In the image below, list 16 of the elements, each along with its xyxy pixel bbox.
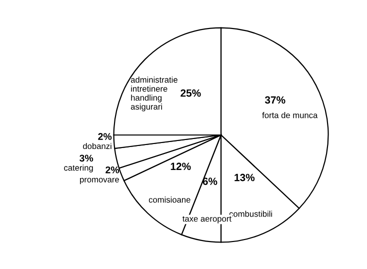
- data-label: 13%: [234, 174, 255, 182]
- data-label: 6%: [202, 178, 218, 185]
- slice-label: administratie intretinere handling asigurari: [130, 76, 178, 112]
- data-label: 25%: [180, 89, 201, 97]
- data-label: 2%: [106, 166, 120, 174]
- slice-label: taxe aeroport: [182, 216, 232, 224]
- slice-label: forta de munca: [262, 112, 318, 118]
- slice-label: combustibili: [229, 210, 272, 217]
- data-label: 12%: [170, 162, 191, 170]
- data-label: 2%: [98, 133, 112, 140]
- slice-label: dobanzi: [83, 142, 112, 150]
- slice-label: comisioane: [148, 196, 190, 203]
- slice-label: catering: [64, 164, 93, 172]
- data-label: 37%: [264, 96, 286, 104]
- slice-label: promovare: [80, 178, 119, 184]
- data-label: 3%: [80, 154, 94, 162]
